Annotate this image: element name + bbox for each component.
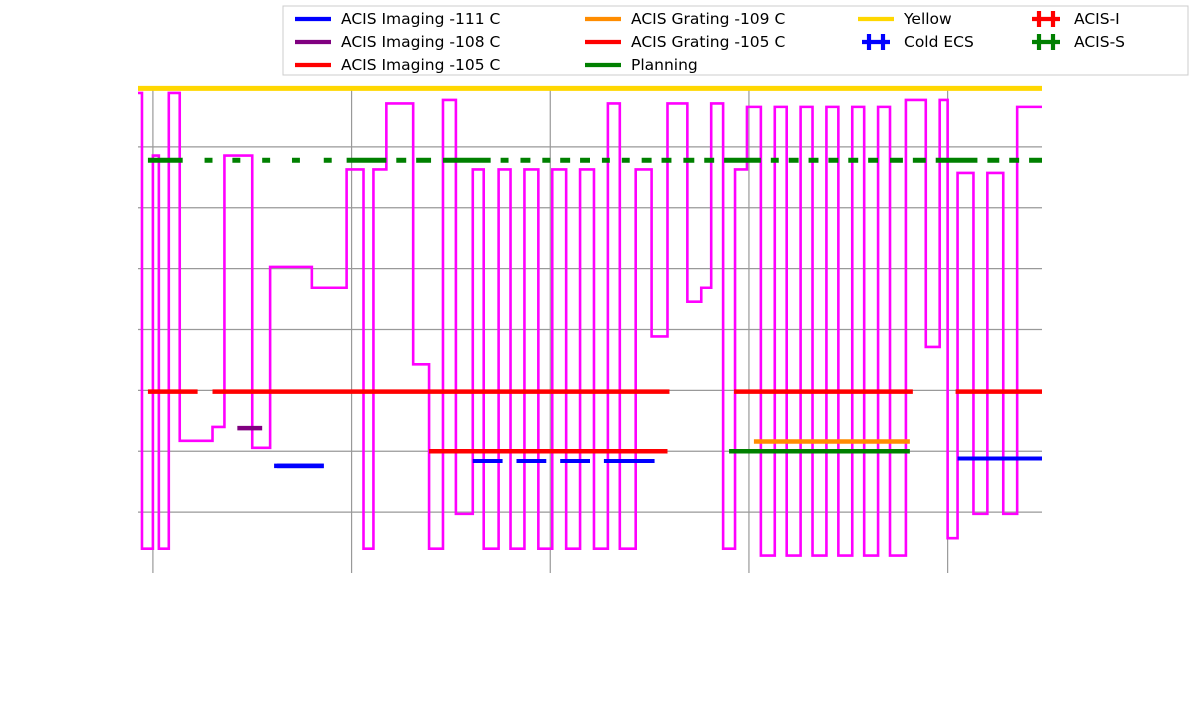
legend-label-3: ACIS-I	[1074, 10, 1120, 28]
legend-label-6: Cold ECS	[904, 33, 974, 51]
legend-label-7: ACIS-S	[1074, 33, 1125, 51]
legend-label-5: ACIS Grating -105 C	[631, 33, 785, 51]
legend-label-8: ACIS Imaging -105 C	[341, 56, 500, 74]
legend-label-4: ACIS Imaging -108 C	[341, 33, 500, 51]
legend-label-9: Planning	[631, 56, 698, 74]
legend-label-0: ACIS Imaging -111 C	[341, 10, 500, 28]
pitch-series-line	[138, 91, 1042, 557]
legend-label-1: ACIS Grating -109 C	[631, 10, 785, 28]
legend-label-2: Yellow	[903, 10, 952, 28]
